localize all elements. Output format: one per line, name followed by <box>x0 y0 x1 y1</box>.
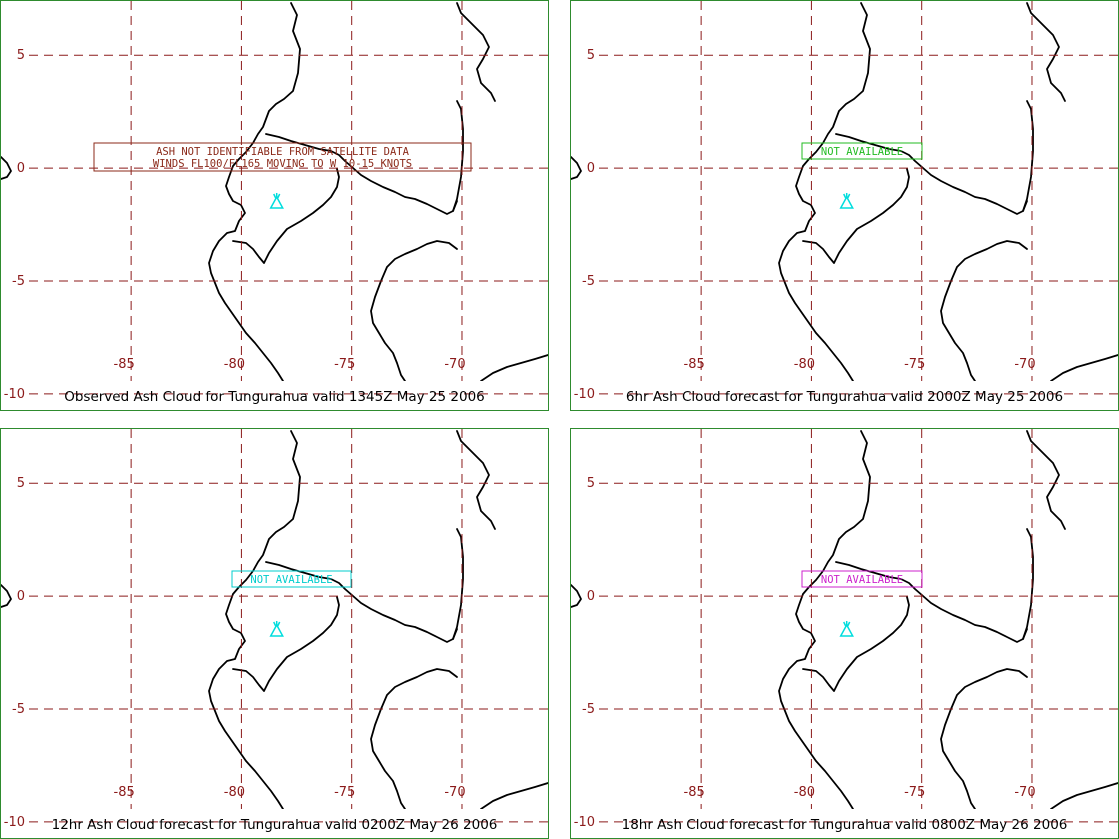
lon-tick-label: -70 <box>1014 357 1035 372</box>
lat-tick-label: -5 <box>12 702 25 717</box>
lon-tick-label: -70 <box>444 785 465 800</box>
graticule <box>599 429 1118 823</box>
coastline <box>940 668 1028 809</box>
lon-tick-label: -80 <box>794 785 815 800</box>
lon-tick-label: -80 <box>224 785 245 800</box>
graticule <box>29 1 548 395</box>
lat-tick-label: -5 <box>582 274 595 289</box>
coastline <box>1050 354 1118 381</box>
panel-caption: 6hr Ash Cloud forecast for Tungurahua va… <box>625 389 1064 405</box>
map-svg: 5 0 -5 -10 -85 -80 -75 -70 NOT AVAILABLE <box>571 429 1118 830</box>
coastline <box>571 584 582 608</box>
annotation-text: WINDS FL100/FL165 MOVING TO W 10-15 KNOT… <box>153 158 412 170</box>
coastline <box>232 168 340 264</box>
annotation-box: NOT AVAILABLE <box>801 142 923 160</box>
volcano-icon <box>839 620 854 637</box>
lat-tick-label: 0 <box>587 161 595 176</box>
coastline <box>480 354 548 381</box>
lon-tick-label: -85 <box>684 785 705 800</box>
lon-tick-label: -80 <box>224 357 245 372</box>
coastline <box>802 168 910 264</box>
lon-tick-label: -75 <box>904 785 925 800</box>
map-panel-12hr-forecast: 5 0 -5 -10 -85 -80 -75 -70 NOT AVAILABLE 12hr As… <box>0 428 549 839</box>
lat-tick-label: -10 <box>574 815 595 830</box>
lon-tick-label: -75 <box>904 357 925 372</box>
map-panel-18hr-forecast: 5 0 -5 -10 -85 -80 -75 -70 NOT AVAILABLE 18hr As… <box>570 428 1119 839</box>
lon-tick-label: -70 <box>444 357 465 372</box>
graticule <box>29 429 548 823</box>
annotation-text: NOT AVAILABLE <box>821 146 903 158</box>
coastline <box>940 240 1028 381</box>
map-svg: 5 0 -5 -10 -85 -80 -75 -70 NOT AVAILABLE <box>571 1 1118 402</box>
lat-tick-label: 0 <box>17 589 25 604</box>
volcano-icon <box>269 620 284 637</box>
coastline <box>370 240 458 381</box>
lat-tick-label: 0 <box>17 161 25 176</box>
panel-caption: Observed Ash Cloud for Tungurahua valid … <box>64 389 485 405</box>
lat-tick-label: -10 <box>4 387 25 402</box>
annotation-box: NOT AVAILABLE <box>231 570 352 588</box>
coastline <box>1 156 12 180</box>
coastline <box>452 528 464 640</box>
annotation-box: NOT AVAILABLE <box>801 570 923 588</box>
coastline <box>1 584 12 608</box>
lon-tick-label: -80 <box>794 357 815 372</box>
coastline <box>1022 528 1034 640</box>
map-panel-observed: 5 0 -5 -10 -85 -80 -75 -70 ASH NOT IDENTIFIABLE … <box>0 0 549 411</box>
coastline <box>802 596 910 692</box>
annotation-text: ASH NOT IDENTIFIABLE FROM SATELLITE DATA <box>156 146 410 158</box>
coastline-group <box>571 430 1118 809</box>
annotation-text: NOT AVAILABLE <box>821 574 903 586</box>
coastline <box>1026 2 1066 102</box>
annotation-box: ASH NOT IDENTIFIABLE FROM SATELLITE DATA… <box>93 142 472 172</box>
coastline <box>456 430 496 530</box>
map-panel-6hr-forecast: 5 0 -5 -10 -85 -80 -75 -70 NOT AVAILABLE 6hr Ash… <box>570 0 1119 411</box>
volcano-icon <box>839 192 854 209</box>
lat-tick-label: 5 <box>17 476 25 491</box>
graticule <box>599 1 1118 395</box>
coastline <box>1022 100 1034 212</box>
coastline <box>571 156 582 180</box>
coastline <box>778 2 871 381</box>
coastline <box>778 430 871 809</box>
coastline <box>370 668 458 809</box>
lat-tick-label: -10 <box>574 387 595 402</box>
lat-tick-label: 5 <box>17 48 25 63</box>
lon-tick-label: -85 <box>114 357 135 372</box>
coastline <box>1026 430 1066 530</box>
panel-caption: 18hr Ash Cloud forecast for Tungurahua v… <box>621 817 1068 833</box>
coastline <box>265 133 458 215</box>
lon-tick-label: -85 <box>684 357 705 372</box>
coastline <box>835 133 1028 215</box>
lat-tick-label: -5 <box>582 702 595 717</box>
lat-tick-label: 5 <box>587 476 595 491</box>
lat-tick-label: 0 <box>587 589 595 604</box>
coastline <box>480 782 548 809</box>
coastline <box>208 2 301 381</box>
coastline <box>1050 782 1118 809</box>
lon-tick-label: -85 <box>114 785 135 800</box>
coastline-group <box>1 430 548 809</box>
lat-tick-label: 5 <box>587 48 595 63</box>
lon-tick-label: -70 <box>1014 785 1035 800</box>
lat-tick-label: -10 <box>4 815 25 830</box>
map-svg: 5 0 -5 -10 -85 -80 -75 -70 NOT AVAILABLE <box>1 429 548 830</box>
coastline-group <box>571 2 1118 381</box>
coastline <box>265 561 458 643</box>
panel-caption: 12hr Ash Cloud forecast for Tungurahua v… <box>51 817 498 833</box>
coastline <box>452 100 464 212</box>
coastline <box>208 430 301 809</box>
annotation-text: NOT AVAILABLE <box>250 574 332 586</box>
lat-tick-label: -5 <box>12 274 25 289</box>
volcano-icon <box>269 192 284 209</box>
lon-tick-label: -75 <box>334 785 355 800</box>
coastline <box>835 561 1028 643</box>
map-svg: 5 0 -5 -10 -85 -80 -75 -70 ASH NOT IDENTIFIABLE … <box>1 1 548 402</box>
coastline <box>456 2 496 102</box>
coastline <box>232 596 340 692</box>
lon-tick-label: -75 <box>334 357 355 372</box>
coastline-group <box>1 2 548 381</box>
